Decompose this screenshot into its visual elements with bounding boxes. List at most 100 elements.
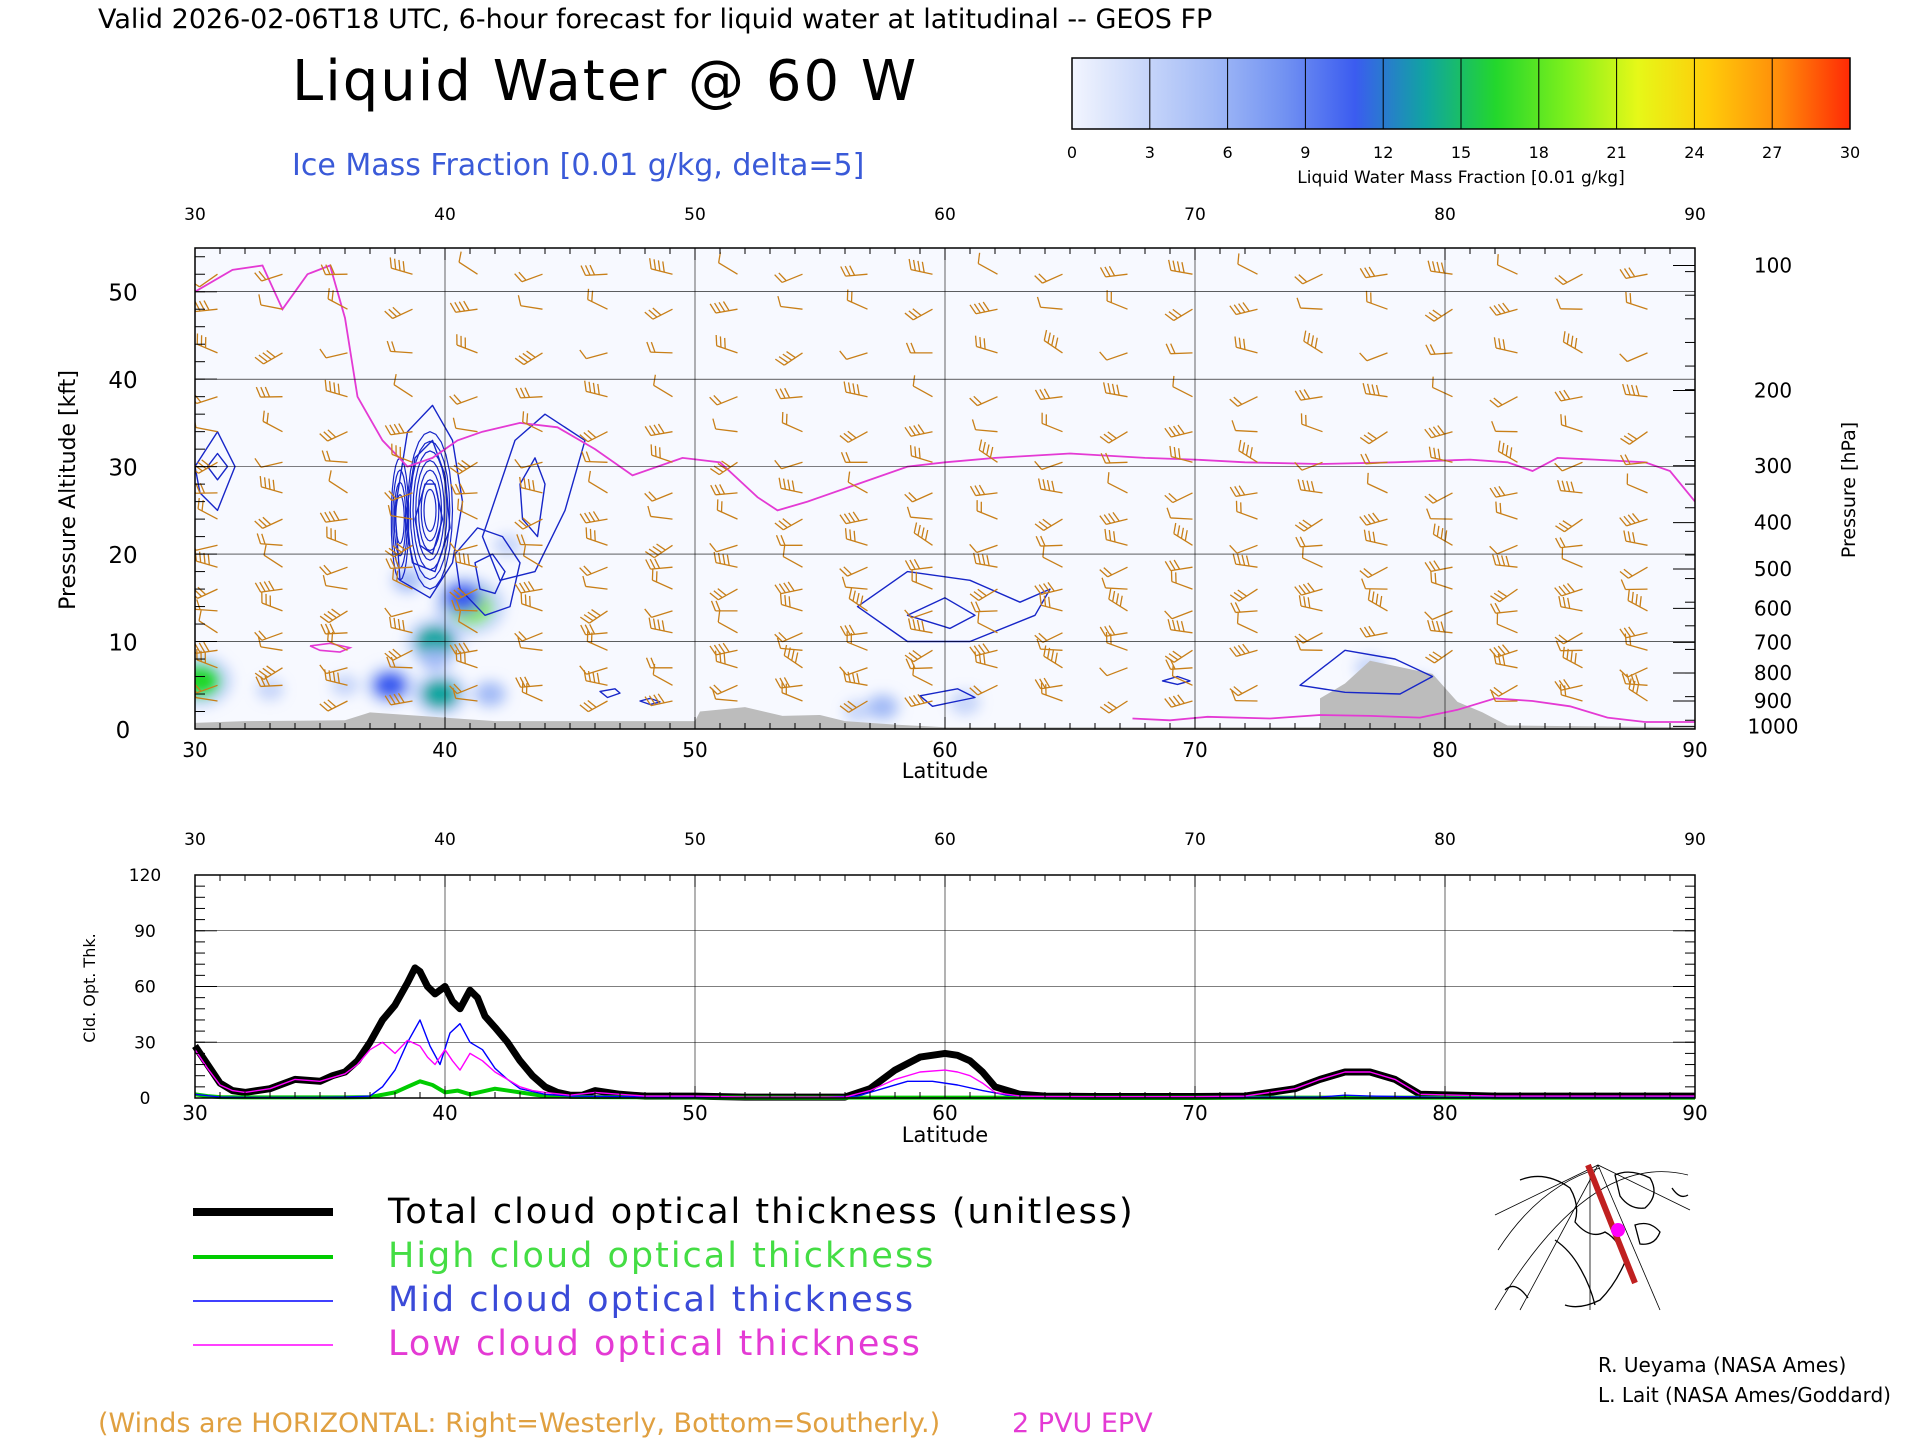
wind-barb xyxy=(1101,577,1128,590)
wind-barb xyxy=(1489,302,1518,316)
y-tick-label: 50 xyxy=(108,281,137,307)
wind-barb xyxy=(911,570,933,590)
wind-barb xyxy=(579,665,608,675)
colorbar-tick-label: 30 xyxy=(1840,143,1860,162)
wind-barb xyxy=(912,664,933,686)
wind-barb xyxy=(386,656,413,669)
wind-barb xyxy=(579,609,608,624)
wind-barb xyxy=(521,681,543,702)
wind-barb xyxy=(774,351,803,366)
wind-barb xyxy=(254,580,283,593)
wind-barb xyxy=(1034,388,1063,401)
ice-contour xyxy=(1299,649,1434,695)
wind-barb xyxy=(1490,588,1518,603)
wind-barb xyxy=(1359,352,1388,362)
wind-barb xyxy=(386,340,413,354)
wind-barb xyxy=(392,568,413,590)
pressure-tick-label: 1000 xyxy=(1748,714,1799,738)
y-tick-label: 120 xyxy=(129,866,161,886)
wind-barb xyxy=(458,610,478,634)
y-tick-label: 90 xyxy=(134,922,156,942)
wind-barb xyxy=(452,417,478,433)
wind-barb xyxy=(389,257,413,275)
liquid-water-cell xyxy=(871,698,894,717)
wind-barb xyxy=(514,581,543,594)
wind-barb xyxy=(1619,667,1648,678)
wind-barb xyxy=(451,599,478,612)
wind-barb xyxy=(1489,485,1518,498)
wind-barb xyxy=(969,588,998,601)
pvu-lines xyxy=(195,264,1695,723)
wind-barb xyxy=(774,631,803,643)
wind-barb xyxy=(774,459,803,470)
wind-barb xyxy=(1099,566,1128,578)
colorbar-tick-label: 15 xyxy=(1451,143,1471,162)
wind-barb xyxy=(258,294,283,310)
wind-barb xyxy=(319,510,348,523)
wind-barb xyxy=(1229,588,1258,602)
credit-lait: L. Lait (NASA Ames/Goddard) xyxy=(1598,1383,1891,1407)
wind-barb xyxy=(449,587,478,600)
wind-barb xyxy=(652,663,673,686)
wind-barb xyxy=(454,551,478,568)
wind-barb xyxy=(1034,518,1063,531)
wind-barb xyxy=(1490,691,1518,703)
pvu-label: 2 PVU EPV xyxy=(1012,1408,1153,1439)
liquid-water-cell xyxy=(374,672,406,698)
wind-barb xyxy=(904,609,933,619)
x-tick-label: 30 xyxy=(182,1101,207,1125)
wind-barb xyxy=(520,592,543,612)
pvu-line-upper xyxy=(195,264,1695,512)
ice-contour xyxy=(395,493,405,545)
wind-barb xyxy=(1425,344,1453,356)
wind-barb xyxy=(328,470,348,494)
wind-barb xyxy=(1099,431,1128,444)
liquid-water-cell xyxy=(848,704,867,719)
wind-barb xyxy=(327,288,348,310)
wind-barb xyxy=(1491,421,1518,433)
wind-barb xyxy=(1102,382,1128,398)
wind-barb xyxy=(710,484,738,496)
wind-barb xyxy=(1170,570,1193,590)
ice-contour xyxy=(390,457,410,582)
ice-contour xyxy=(519,457,546,538)
wind-barb xyxy=(515,387,543,399)
wind-barb xyxy=(976,500,998,520)
liquid-water-cell xyxy=(422,679,458,709)
colorbar-tick-label: 18 xyxy=(1529,143,1549,162)
wind-barb xyxy=(839,566,868,577)
wind-barb xyxy=(450,483,478,495)
map-location-marker xyxy=(1611,1223,1625,1237)
liquid-water-field xyxy=(195,534,1434,723)
x-tick-label-top: 90 xyxy=(1684,830,1706,850)
wind-barb xyxy=(846,289,868,310)
wind-barb xyxy=(457,498,478,520)
wind-barb xyxy=(1036,296,1063,310)
main-title: Liquid Water @ 60 W xyxy=(292,49,918,114)
wind-barb xyxy=(1489,684,1518,697)
wind-barb xyxy=(1359,566,1388,579)
wind-barb xyxy=(384,692,413,706)
x-tick-label-top: 60 xyxy=(934,205,956,225)
wind-barb xyxy=(1099,351,1128,361)
wind-barb xyxy=(449,459,478,475)
pressure-tick-label: 900 xyxy=(1754,689,1792,713)
liquid-water-cell xyxy=(445,584,480,612)
wind-barb xyxy=(1294,582,1323,596)
colorbar-tick-label: 21 xyxy=(1606,143,1626,162)
wind-barb xyxy=(1230,602,1258,614)
colorbar-tick-label: 6 xyxy=(1223,143,1233,162)
wind-barb xyxy=(261,592,283,612)
winds-note: (Winds are HORIZONTAL: Right=Westerly, B… xyxy=(98,1408,940,1439)
wind-barb xyxy=(974,651,998,669)
colorbar-tick-label: 3 xyxy=(1145,143,1155,162)
wind-barb xyxy=(1559,684,1583,702)
x-tick-label: 50 xyxy=(682,1101,707,1125)
wind-barb xyxy=(904,424,933,437)
wind-barb xyxy=(1295,536,1323,548)
ice-contour xyxy=(481,413,586,581)
wind-barb xyxy=(319,608,348,624)
wind-barb xyxy=(384,490,413,502)
wind-barb xyxy=(644,608,673,618)
panel2-ylabel: Cld. Opt. Thk. xyxy=(80,933,99,1042)
